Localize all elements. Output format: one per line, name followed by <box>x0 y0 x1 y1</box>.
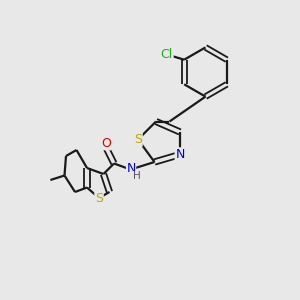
Text: S: S <box>134 133 142 146</box>
Text: S: S <box>95 191 103 205</box>
Text: N: N <box>126 162 136 175</box>
Text: N: N <box>175 148 185 161</box>
Text: O: O <box>101 136 111 150</box>
Text: H: H <box>133 171 141 181</box>
Text: Cl: Cl <box>161 48 173 61</box>
